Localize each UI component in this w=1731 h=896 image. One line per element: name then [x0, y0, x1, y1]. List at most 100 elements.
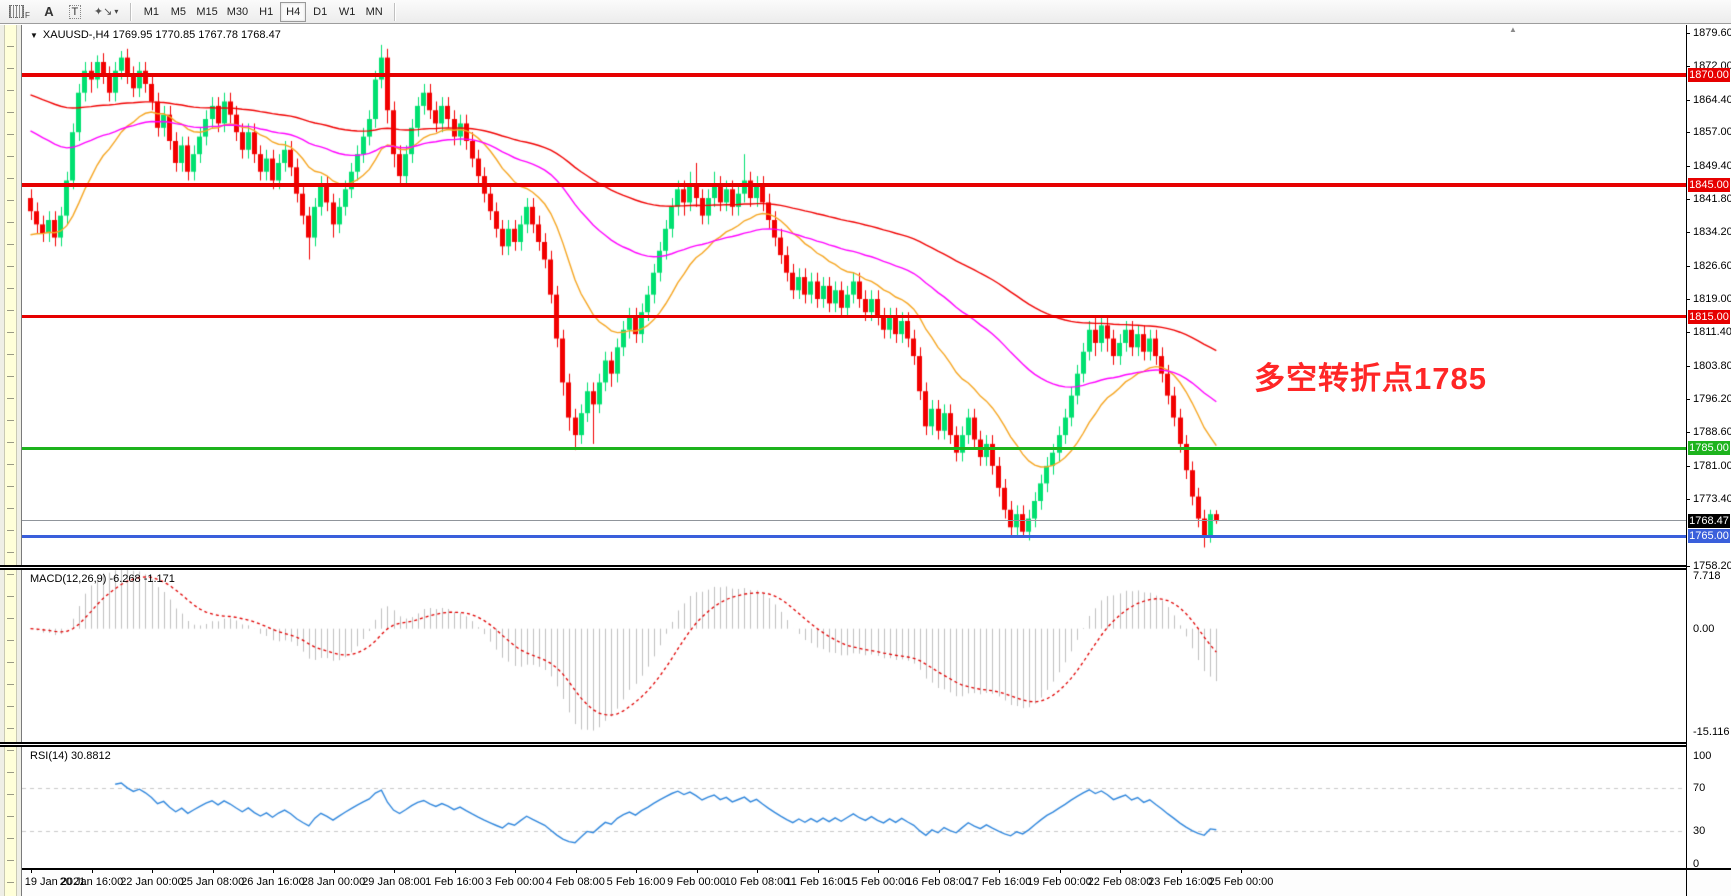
time-tick-label: 20 Jan 16:00 — [59, 876, 124, 888]
tf-button-H4[interactable]: H4 — [280, 1, 307, 22]
time-tick-label: 23 Feb 16:00 — [1148, 876, 1213, 888]
time-tickmark — [1241, 870, 1242, 873]
macd-label: MACD(12,26,9) -6.268 -1.171 — [30, 573, 175, 585]
hline-support-1785[interactable] — [22, 446, 1686, 450]
hline-resistance-1845[interactable] — [22, 182, 1686, 187]
price-tickmark — [1687, 365, 1690, 367]
tf-button-MN[interactable]: MN — [361, 2, 387, 22]
price-chart-canvas[interactable] — [22, 25, 1686, 565]
quick-trade-collapse-icon[interactable]: ▼ — [30, 30, 38, 40]
tf-button-M1[interactable]: M1 — [138, 2, 164, 22]
tf-button-M5[interactable]: M5 — [165, 2, 191, 22]
hline-current-price-line[interactable] — [22, 520, 1686, 522]
time-tickmark — [878, 870, 879, 873]
rsi-canvas[interactable] — [22, 747, 1686, 868]
price-tickmark — [1687, 198, 1690, 200]
price-tickmark — [1687, 265, 1690, 267]
symbol-info: ▼ XAUUSD-,H4 1769.95 1770.85 1767.78 176… — [30, 29, 281, 41]
price-tickmark — [1687, 165, 1690, 167]
price-tick-label: 1849.40 — [1693, 159, 1731, 172]
time-axis[interactable]: 19 Jan 2021 20 Jan 16:00 22 Jan 00:00 25 Ja… — [22, 868, 1686, 896]
time-tick-label: 22 Jan 00:00 — [120, 876, 184, 888]
time-tick-label: 16 Feb 08:00 — [906, 876, 971, 888]
time-tickmark — [31, 870, 32, 873]
tf-button-M15[interactable]: M15 — [192, 2, 221, 22]
time-tick-label: 15 Feb 00:00 — [845, 876, 911, 888]
price-tickmark — [1687, 332, 1690, 334]
time-tick-label: 25 Jan 08:00 — [180, 876, 245, 888]
price-tickmark — [1687, 132, 1690, 134]
macd-canvas[interactable] — [22, 570, 1686, 742]
hline-support-1765[interactable] — [22, 534, 1686, 538]
time-tick-label: 29 Jan 08:00 — [362, 876, 426, 888]
time-tickmark — [757, 870, 758, 873]
time-tick-label: 11 Feb 16:00 — [785, 876, 850, 888]
price-tickmark — [1687, 499, 1690, 501]
time-tickmark — [575, 870, 577, 873]
price-tick-label: 1826.60 — [1693, 259, 1731, 272]
price-badge-1815.00: 1815.00 — [1688, 309, 1730, 324]
tf-button-D1[interactable]: D1 — [307, 2, 333, 22]
time-tick-label: 26 Jan 16:00 — [241, 876, 305, 888]
time-tickmark — [817, 870, 819, 873]
price-tick-label: 1879.60 — [1693, 27, 1731, 39]
price-badge-1768.47: 1768.47 — [1688, 513, 1730, 528]
price-tickmark — [1687, 66, 1690, 68]
dropdown-caret-icon: ▾ — [114, 7, 119, 16]
tf-button-M30[interactable]: M30 — [223, 2, 252, 22]
time-tick-label: 10 Feb 08:00 — [724, 876, 790, 888]
price-tickmark — [1687, 299, 1690, 301]
time-tickmark — [333, 870, 335, 873]
dotted-grid-icon — [9, 5, 24, 18]
macd-axis-label: 0.00 — [1693, 622, 1715, 635]
time-tickmark — [454, 870, 456, 873]
chart-shift-marker-icon[interactable]: ▲ — [1509, 25, 1517, 34]
letter-t-icon: T — [68, 4, 82, 19]
toolbar-separator — [130, 2, 132, 21]
time-tick-label: 9 Feb 00:00 — [667, 876, 726, 888]
time-tickmark — [1059, 870, 1061, 873]
price-axis[interactable]: 1879.60 1872.00 1864.40 1857.00 1849.40 1841.… — [1686, 25, 1731, 870]
price-tick-label: 1819.00 — [1693, 293, 1731, 306]
letter-a-icon: A — [44, 4, 54, 19]
price-tickmark — [1687, 232, 1690, 234]
tf-button-H1[interactable]: H1 — [253, 2, 279, 22]
ruler-ticks — [4, 25, 17, 896]
chart-annotation-text[interactable]: 多空转折点1785 — [1254, 361, 1487, 396]
left-ruler-strip — [0, 25, 22, 896]
hline-resistance-1870[interactable] — [22, 73, 1686, 78]
price-tickmark — [1687, 99, 1690, 101]
rsi-pane: RSI(14) 30.8812 — [22, 747, 1686, 868]
price-tick-label: 1773.40 — [1693, 493, 1731, 506]
price-badge-1845.00: 1845.00 — [1688, 177, 1730, 192]
arrow-shapes-icon: ✦↘ — [93, 6, 113, 18]
price-tick-label: 1781.00 — [1693, 459, 1731, 472]
toolbar-separator — [394, 2, 396, 21]
time-tickmark — [273, 870, 274, 873]
price-badge-1870.00: 1870.00 — [1688, 68, 1730, 83]
time-tickmark — [1120, 870, 1121, 873]
tf-button-W1[interactable]: W1 — [334, 2, 360, 22]
price-tick-label: 1758.20 — [1693, 559, 1731, 572]
price-tick-label: 1841.80 — [1693, 192, 1731, 205]
rsi-axis-label: 30 — [1693, 825, 1706, 838]
pane-separator[interactable] — [0, 565, 1731, 570]
hline-resistance-1815[interactable] — [22, 315, 1686, 319]
time-tick-label: 25 Feb 00:00 — [1208, 876, 1274, 888]
symbol-ohlc-text: XAUUSD-,H4 1769.95 1770.85 1767.78 1768.… — [42, 29, 281, 41]
dotted-grid-button[interactable]: F — [4, 2, 35, 22]
price-tick-label: 1803.80 — [1693, 359, 1731, 372]
time-tick-label: 17 Feb 16:00 — [966, 876, 1032, 888]
time-tick-label: 4 Feb 08:00 — [546, 876, 605, 888]
grid-f-label: F — [25, 10, 30, 20]
price-tick-label: 1788.60 — [1693, 426, 1731, 439]
text-label-button[interactable]: A — [37, 2, 61, 22]
rsi-label: RSI(14) 30.8812 — [30, 750, 111, 762]
price-tick-label: 1857.00 — [1693, 126, 1731, 139]
time-tickmark — [696, 870, 698, 873]
text-box-button[interactable]: T — [63, 2, 87, 22]
timeframe-group: M1 M5 M15 M30 H1 H4 D1 W1 MN — [138, 1, 387, 22]
pane-separator[interactable] — [0, 742, 1731, 747]
time-tick-label: 1 Feb 16:00 — [425, 876, 484, 888]
arrow-shapes-button[interactable]: ✦↘ ▾ — [89, 2, 123, 22]
